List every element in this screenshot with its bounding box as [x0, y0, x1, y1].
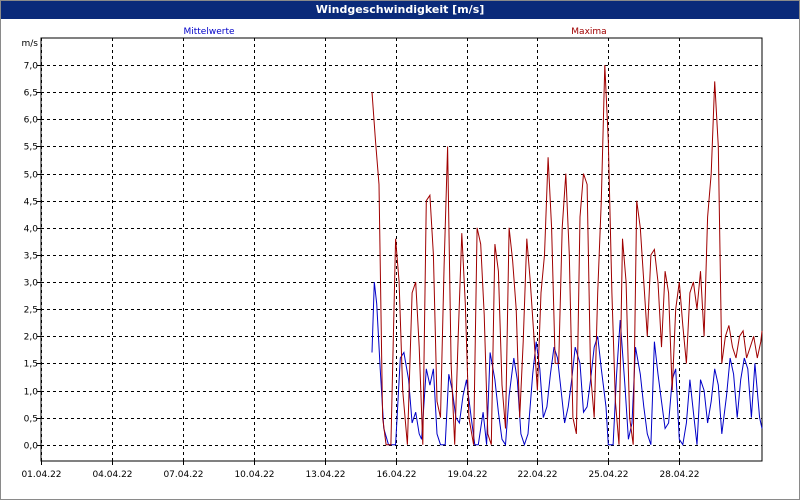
y-tick-label: 1,0	[24, 388, 39, 398]
y-tick-label: 0,0	[24, 442, 39, 452]
x-axis: 01.04.22 04.04.22 07.04.22 10.04.22 13.04.22…	[21, 461, 700, 480]
window-title: Windgeschwindigkeit [m/s]	[1, 1, 799, 19]
y-tick-label: 5,5	[24, 143, 38, 153]
y-tick-label: 3,0	[24, 279, 39, 289]
legend-entry-maxima: Maxima	[571, 27, 606, 37]
legend-entry-mittelwerte: Mittelwerte	[183, 27, 234, 37]
y-tick-label: 0,5	[24, 415, 38, 425]
y-tick-label: 4,5	[24, 198, 38, 208]
x-tick-label: 25.04.22	[588, 470, 628, 480]
x-tick-label: 10.04.22	[234, 470, 274, 480]
wind-speed-chart: 0,0 0,5 1,0 1,5 2,0 2,5 3,0 3,5 4,0 4,5 5,0 5,5 6,0 6…	[21, 27, 763, 480]
y-tick-label: 3,5	[24, 252, 38, 262]
x-tick-label: 01.04.22	[21, 470, 61, 480]
y-tick-label: 4,0	[24, 225, 39, 235]
x-tick-label: 28.04.22	[659, 470, 699, 480]
y-tick-label: 2,5	[24, 306, 38, 316]
x-tick-label: 13.04.22	[305, 470, 345, 480]
x-tick-label: 07.04.22	[163, 470, 203, 480]
x-tick-label: 22.04.22	[517, 470, 557, 480]
y-tick-label: 5,0	[24, 171, 39, 181]
series-group	[371, 65, 763, 447]
grid-lines	[41, 38, 762, 461]
x-tick-label: 19.04.22	[447, 470, 487, 480]
series-line-mittelwerte	[371, 281, 763, 447]
y-axis-unit-label: m/s	[22, 39, 39, 49]
y-tick-label: 7,0	[24, 62, 39, 72]
y-axis: 0,0 0,5 1,0 1,5 2,0 2,5 3,0 3,5 4,0 4,5 5,0 5,5 6,0 6…	[22, 39, 41, 452]
x-tick-label: 16.04.22	[376, 470, 416, 480]
legend: Mittelwerte Maxima	[183, 27, 606, 37]
y-tick-label: 1,5	[24, 360, 38, 370]
y-tick-label: 2,0	[24, 333, 39, 343]
y-tick-label: 6,0	[24, 116, 39, 126]
y-tick-label: 6,5	[24, 89, 38, 99]
x-tick-label: 04.04.22	[92, 470, 132, 480]
series-line-maxima	[371, 65, 763, 446]
